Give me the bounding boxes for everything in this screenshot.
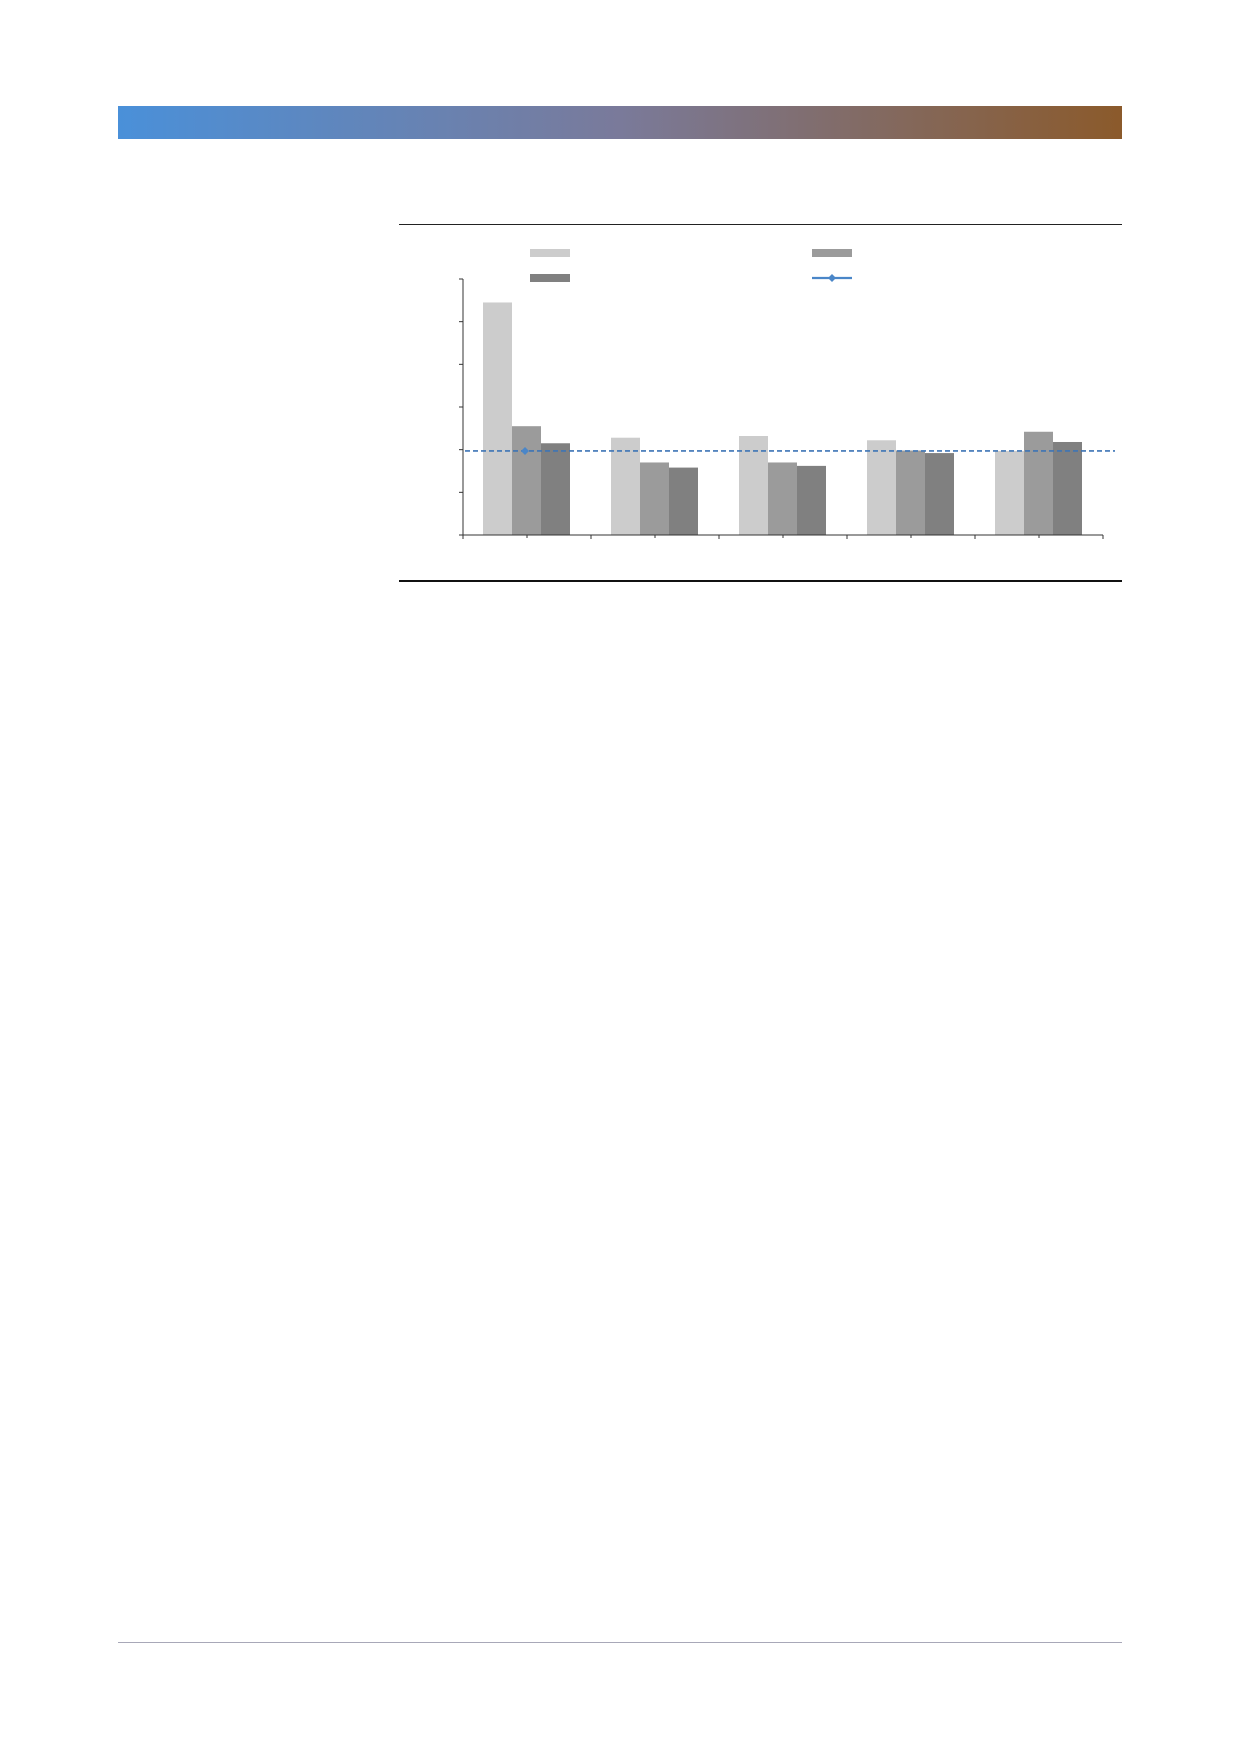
bar-s1-c3 — [739, 436, 768, 535]
legend-swatch-1 — [530, 249, 570, 257]
bar-s3-c4 — [925, 453, 954, 535]
reference-line-group — [465, 446, 1115, 455]
bar-s2-c2 — [640, 462, 669, 535]
plot-area — [459, 278, 1115, 539]
bar-s1-c5 — [995, 450, 1024, 535]
legend-swatch-3 — [530, 274, 570, 282]
chart-bottom-rule — [399, 580, 1122, 582]
legend-marker-4 — [828, 274, 836, 282]
bar-s2-c5 — [1024, 431, 1053, 535]
footer-rule — [118, 1642, 1122, 1643]
axes-group — [459, 278, 1104, 539]
chart-top-rule — [399, 224, 1122, 225]
bar-s2-c1 — [512, 426, 541, 535]
legend-swatch-2 — [812, 249, 852, 257]
bar-s1-c2 — [611, 437, 640, 535]
bars-group — [483, 302, 1082, 535]
bar-s2-c3 — [768, 462, 797, 535]
bar-s3-c3 — [797, 465, 826, 535]
header-band — [118, 106, 1122, 139]
chart — [459, 249, 1115, 539]
legend — [530, 249, 852, 282]
reference-line-marker — [521, 446, 529, 455]
bar-s3-c2 — [669, 467, 698, 535]
bar-s1-c4 — [867, 440, 896, 535]
bar-s2-c4 — [896, 450, 925, 535]
bar-s3-c5 — [1053, 441, 1082, 535]
bar-s1-c1 — [483, 302, 512, 535]
bar-s3-c1 — [541, 443, 570, 535]
